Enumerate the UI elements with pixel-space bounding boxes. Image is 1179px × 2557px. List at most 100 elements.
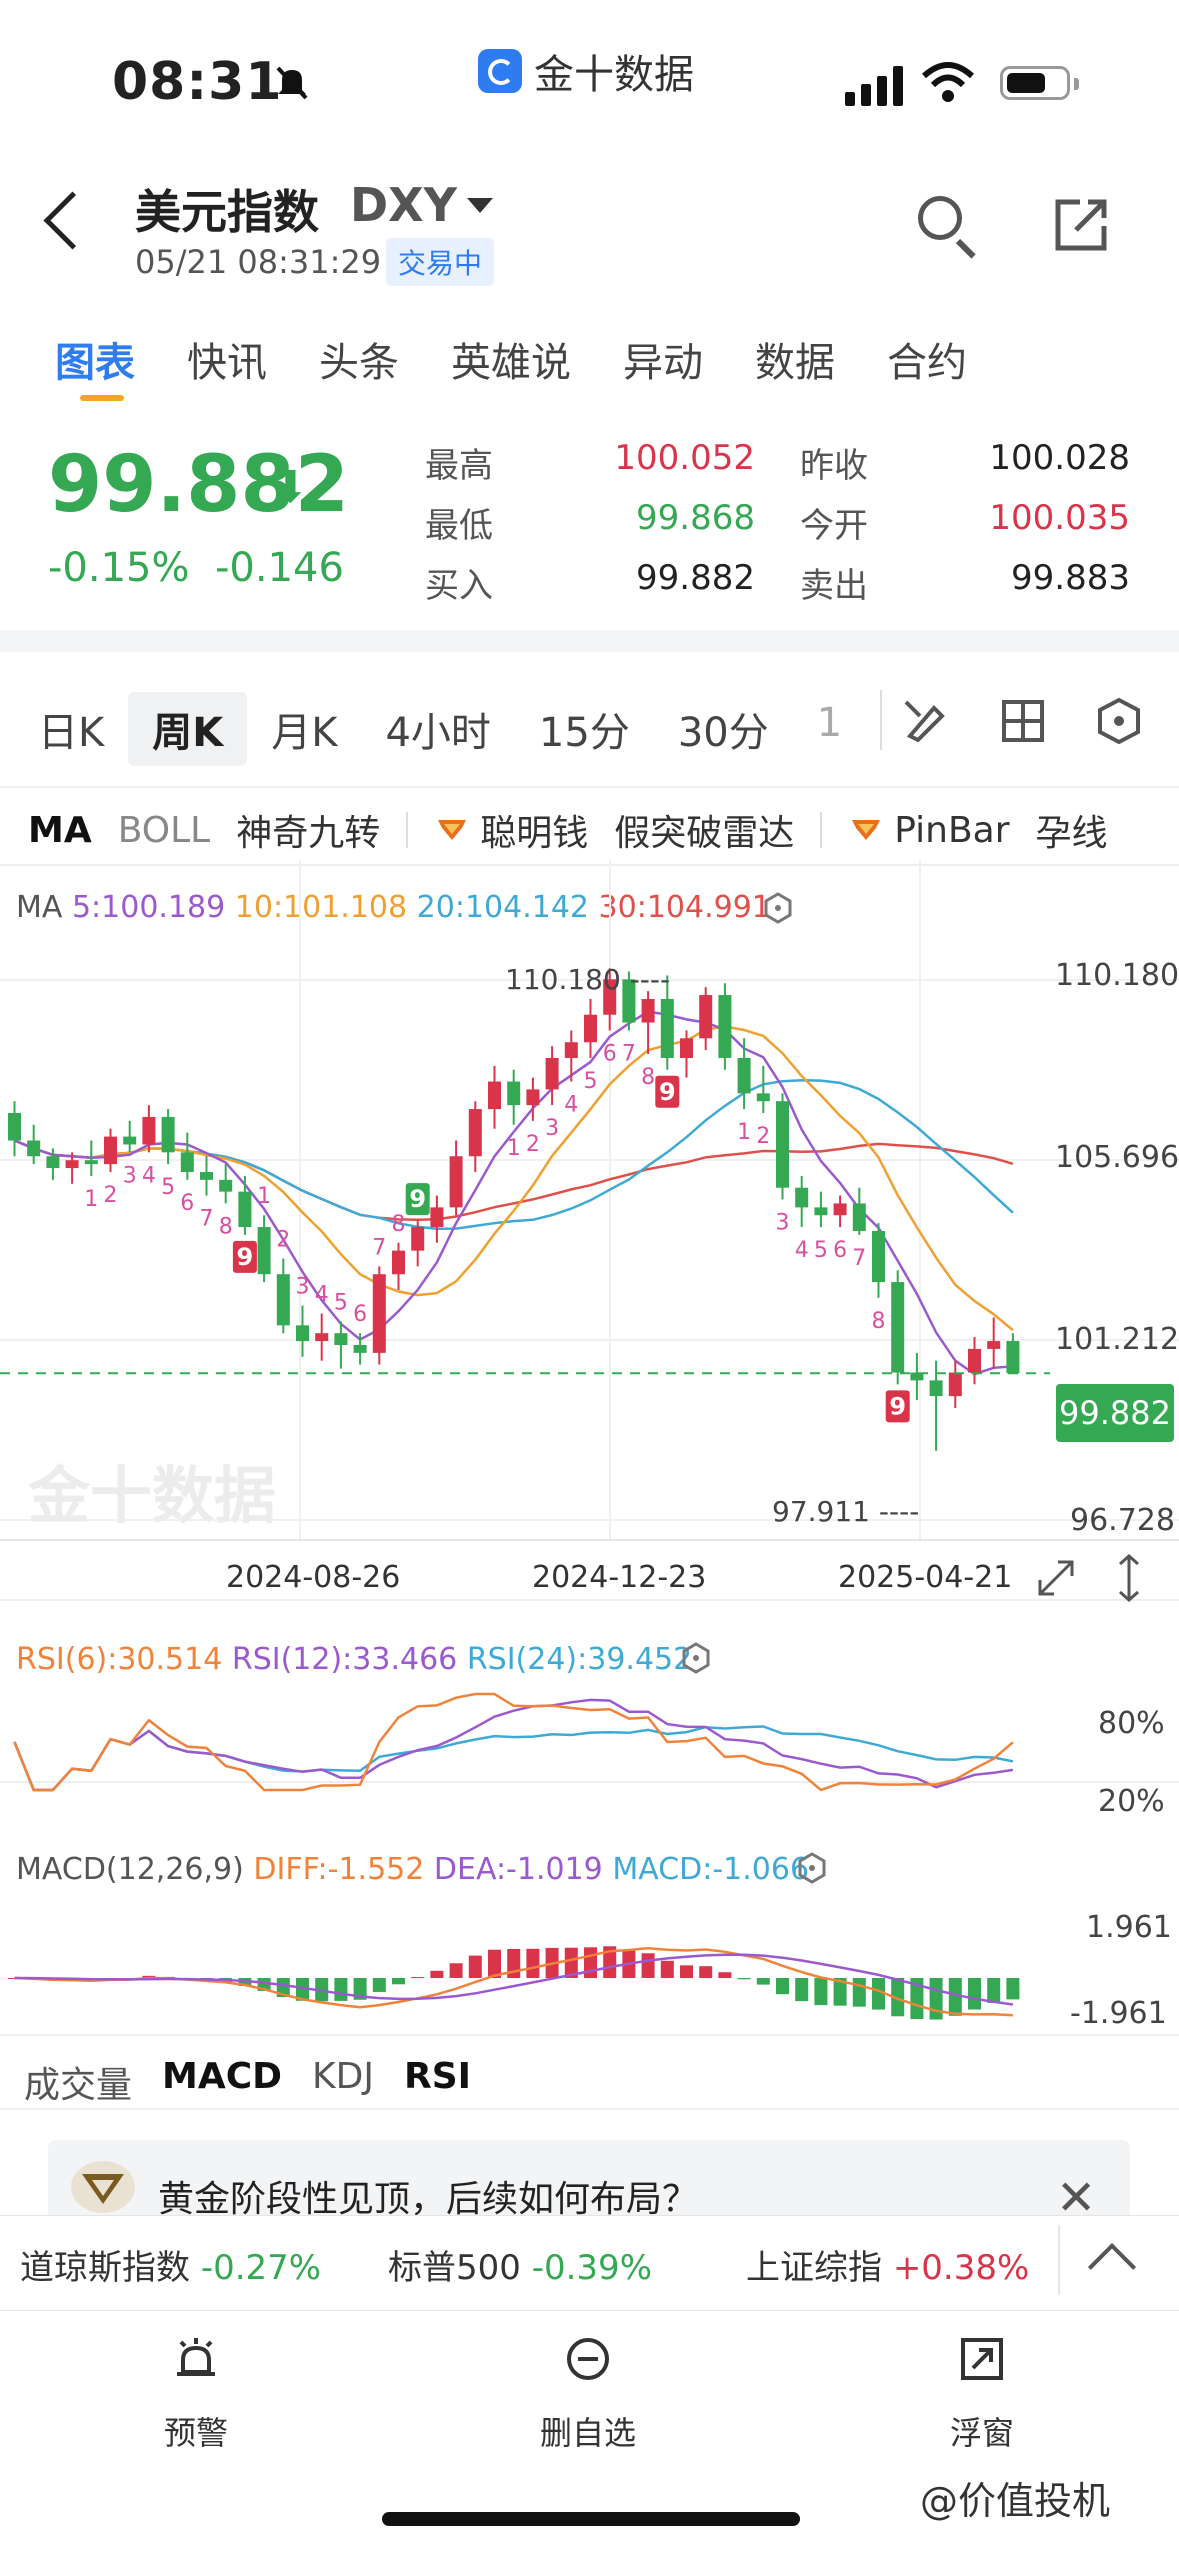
candle-body — [161, 1116, 175, 1153]
period-15m[interactable]: 15分 — [538, 710, 630, 756]
nine-count-label: 4 — [315, 1283, 329, 1308]
nine-count-label: 1 — [257, 1184, 271, 1209]
vertical-scale-icon[interactable] — [1114, 1552, 1144, 1604]
period-day[interactable]: 日K — [38, 710, 105, 756]
chevron-down-icon[interactable] — [467, 198, 493, 213]
nine-count-label: 9 — [237, 1243, 254, 1271]
candle-body — [814, 1207, 828, 1216]
nine-count-badge — [232, 1240, 257, 1273]
ma10-value: 10:101.108 — [234, 890, 408, 925]
macd-settings-icon[interactable] — [796, 1852, 828, 1884]
macd-histogram-bar — [584, 1947, 597, 1978]
indicator-boll[interactable]: BOLL — [117, 809, 211, 851]
nine-count-label: 2 — [526, 1132, 540, 1157]
nine-count-label: 8 — [219, 1214, 233, 1239]
sub-indicator-tabs: 成交量 MACD KDJ RSI — [24, 2056, 501, 2108]
rsi-settings-icon[interactable] — [680, 1642, 712, 1674]
period-month[interactable]: 月K — [271, 710, 338, 756]
ma-settings-icon[interactable] — [762, 892, 794, 924]
tab-movers[interactable]: 异动 — [623, 340, 703, 386]
expand-icon[interactable] — [1034, 1556, 1078, 1600]
status-time: 08:31 — [112, 52, 283, 112]
nine-count-label: 7 — [372, 1235, 386, 1260]
ticker-item[interactable]: 上证综指 +0.38% — [746, 2240, 1029, 2289]
tool-divider — [880, 690, 882, 750]
market-ticker — [0, 2215, 1179, 2308]
ma-legend-label: MA — [16, 890, 63, 925]
news-headline[interactable]: 黄金阶段性见顶，后续如何布局？ — [158, 2179, 699, 2220]
nav-remove-watchlist[interactable]: 删自选 — [488, 2336, 688, 2454]
sub-tab-rsi[interactable]: RSI — [403, 2056, 472, 2097]
nine-count-label: 8 — [872, 1309, 886, 1334]
macd-histogram-bar — [564, 1947, 578, 1978]
draw-tool-icon[interactable] — [900, 696, 950, 746]
instrument-title: 美元指数 — [135, 185, 319, 239]
tab-chart[interactable]: 图表 — [55, 340, 135, 386]
period-30m[interactable]: 30分 — [677, 710, 769, 756]
news-logo-icon — [71, 2161, 135, 2213]
candle-body — [680, 1038, 693, 1058]
tab-contract[interactable]: 合约 — [887, 340, 967, 386]
quote-label: 卖出 — [800, 566, 868, 606]
candle-body — [84, 1160, 98, 1165]
ticker-item[interactable]: 道琼斯指数 -0.27% — [20, 2240, 321, 2289]
app-indicator: 金十数据 — [478, 42, 694, 100]
layout-grid-icon[interactable] — [998, 696, 1048, 746]
macd-histogram-bar — [929, 1978, 943, 2020]
price-axis-label: 96.728 — [1070, 1503, 1175, 1538]
share-icon[interactable] — [1052, 196, 1110, 254]
candle-body — [200, 1171, 213, 1180]
author-watermark: @价值投机 — [920, 2479, 1111, 2523]
macd-histogram-bar — [987, 1978, 1001, 2003]
tab-heroes[interactable]: 英雄说 — [451, 340, 571, 386]
nav-float-window-label: 浮窗 — [949, 2414, 1014, 2452]
candle-body — [468, 1109, 482, 1157]
candle-body — [756, 1093, 770, 1102]
indicator-smart-money[interactable]: 聪明钱 — [480, 813, 589, 854]
macd-dea: DEA:-1.019 — [433, 1852, 603, 1887]
indicator-nine-turn[interactable]: 神奇九转 — [236, 813, 381, 854]
nine-count-label: 9 — [409, 1185, 426, 1213]
search-icon[interactable] — [918, 196, 962, 240]
settings-hex-icon[interactable] — [1094, 696, 1144, 746]
period-more[interactable]: 1 — [816, 700, 843, 746]
tab-headlines[interactable]: 头条 — [319, 340, 399, 386]
sub-tab-volume[interactable]: 成交量 — [24, 2065, 133, 2106]
nav-float-window[interactable]: 浮窗 — [882, 2336, 1082, 2454]
quote-value: 100.028 — [989, 438, 1130, 478]
macd-histogram-bar — [968, 1978, 981, 2010]
ticker-item[interactable]: 标普500 -0.39% — [388, 2240, 652, 2289]
period-4h[interactable]: 4小时 — [385, 710, 491, 756]
candle-body — [737, 1057, 751, 1094]
tab-flash[interactable]: 快讯 — [187, 340, 267, 386]
indicator-false-break[interactable]: 假突破雷达 — [614, 813, 795, 854]
nine-count-label: 3 — [296, 1275, 310, 1300]
macd-histogram-bar — [699, 1966, 713, 1978]
candle-body — [8, 1113, 21, 1141]
nine-count-label: 2 — [104, 1183, 118, 1208]
ma30-value: 30:104.991 — [598, 890, 771, 925]
quote-label: 最高 — [425, 446, 493, 486]
instrument-code[interactable]: DXY — [350, 178, 457, 232]
macd-histogram-bar — [795, 1978, 809, 2002]
premium-gem-icon — [852, 820, 881, 840]
sub-tab-kdj[interactable]: KDJ — [312, 2056, 374, 2097]
x-axis-label: 2024-12-23 — [532, 1560, 707, 1595]
nav-alert[interactable]: 预警 — [96, 2336, 296, 2454]
back-icon[interactable] — [43, 191, 102, 250]
candle-body — [545, 1057, 559, 1090]
ticker-change: +0.38% — [892, 2248, 1030, 2288]
ma5-line — [14, 1010, 1013, 1376]
wifi-icon — [921, 62, 975, 102]
macd-level-label: 1.961 — [1086, 1910, 1172, 1945]
nine-count-label: 2 — [276, 1227, 290, 1252]
indicator-ma[interactable]: MA — [28, 809, 92, 851]
minus-circle-icon — [567, 2338, 609, 2380]
macd-histogram-bar — [852, 1978, 866, 2007]
indicator-pinbar[interactable]: PinBar — [894, 809, 1010, 851]
indicator-inside-bar[interactable]: 孕线 — [1035, 813, 1108, 854]
sub-tab-macd[interactable]: MACD — [162, 2056, 283, 2097]
tab-data[interactable]: 数据 — [755, 340, 835, 386]
period-week[interactable]: 周K — [128, 692, 248, 766]
